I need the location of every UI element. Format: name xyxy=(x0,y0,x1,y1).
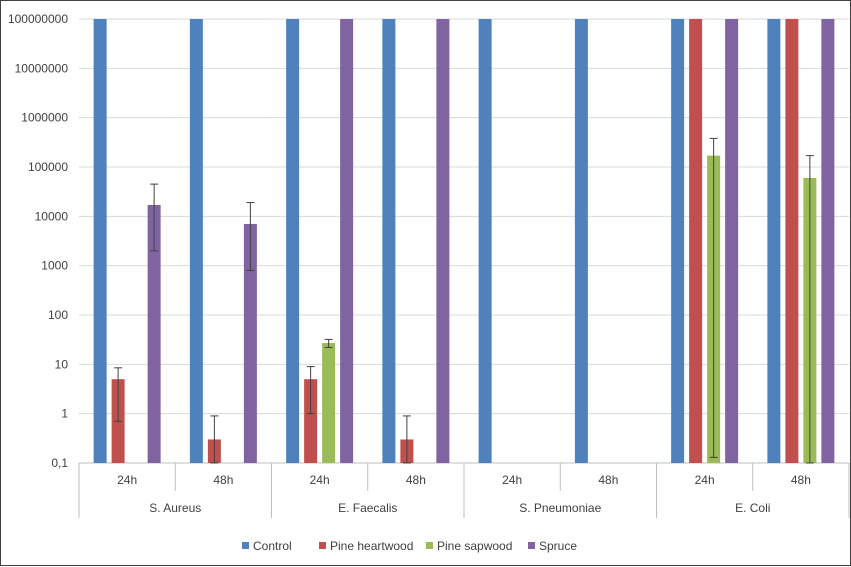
legend-swatch xyxy=(426,542,433,549)
bar xyxy=(286,19,300,463)
bar xyxy=(243,223,257,463)
bar xyxy=(671,19,685,463)
bar xyxy=(821,19,835,463)
y-tick-label: 10 xyxy=(55,357,69,371)
x-subcategory-label: 24h xyxy=(695,473,715,487)
x-subcategory-label: 24h xyxy=(117,473,137,487)
bar xyxy=(689,19,703,463)
bar xyxy=(785,19,799,463)
y-tick-label: 10000 xyxy=(35,209,69,223)
bar xyxy=(436,19,450,463)
legend-label: Spruce xyxy=(539,539,577,553)
x-subcategory-label: 48h xyxy=(213,473,233,487)
y-tick-label: 1000000 xyxy=(21,111,68,125)
y-tick-label: 10000000 xyxy=(15,61,69,75)
x-group-label: E. Coli xyxy=(735,501,770,515)
bar xyxy=(322,343,336,463)
y-tick-label: 1 xyxy=(61,407,68,421)
bar xyxy=(478,19,492,463)
bar xyxy=(304,379,318,463)
x-subcategory-label: 48h xyxy=(598,473,618,487)
bar xyxy=(189,19,203,463)
legend-swatch xyxy=(319,542,326,549)
bar xyxy=(574,19,588,463)
bar xyxy=(767,19,781,463)
x-subcategory-label: 48h xyxy=(406,473,426,487)
y-tick-label: 1000 xyxy=(41,259,68,273)
x-group-label: S. Pneumoniae xyxy=(519,501,601,515)
x-subcategory-label: 48h xyxy=(791,473,811,487)
y-tick-label: 100000 xyxy=(28,160,68,174)
x-subcategory-label: 24h xyxy=(502,473,522,487)
x-group-label: E. Faecalis xyxy=(338,501,397,515)
bar xyxy=(382,19,396,463)
bar xyxy=(147,204,161,463)
y-tick-label: 100 xyxy=(48,308,68,322)
x-group-label: S. Aureus xyxy=(149,501,201,515)
legend-label: Control xyxy=(253,539,292,553)
bar xyxy=(93,19,107,463)
legend-swatch xyxy=(528,542,535,549)
y-tick-label: 0,1 xyxy=(51,456,68,470)
y-tick-label: 100000000 xyxy=(8,12,68,26)
x-subcategory-label: 24h xyxy=(310,473,330,487)
legend-label: Pine heartwood xyxy=(330,539,413,553)
bar xyxy=(725,19,739,463)
legend-swatch xyxy=(242,542,249,549)
bar xyxy=(340,19,354,463)
legend-label: Pine sapwood xyxy=(437,539,512,553)
